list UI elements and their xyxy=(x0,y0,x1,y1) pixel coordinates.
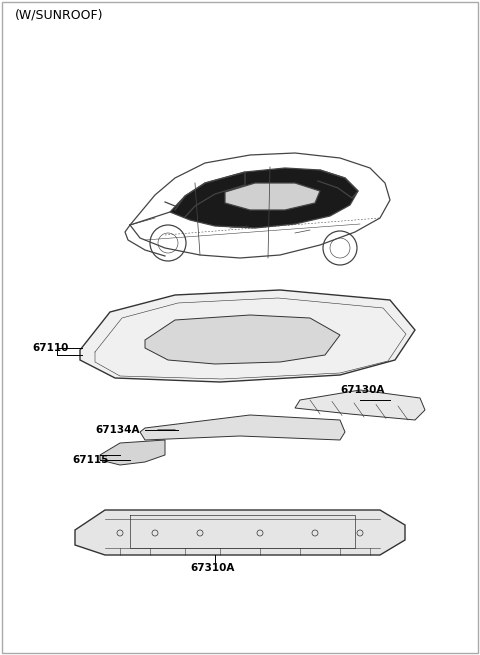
Polygon shape xyxy=(140,415,345,440)
Text: 67130A: 67130A xyxy=(340,385,384,395)
Polygon shape xyxy=(100,440,165,465)
Text: (W/SUNROOF): (W/SUNROOF) xyxy=(15,8,104,21)
Polygon shape xyxy=(80,290,415,382)
Polygon shape xyxy=(170,168,358,228)
Polygon shape xyxy=(295,390,425,420)
Polygon shape xyxy=(145,315,340,364)
Text: 67110: 67110 xyxy=(32,343,68,353)
Text: 67134A: 67134A xyxy=(95,425,140,435)
Text: 67310A: 67310A xyxy=(190,563,234,573)
Text: 67115: 67115 xyxy=(72,455,108,465)
Polygon shape xyxy=(225,183,320,210)
Polygon shape xyxy=(75,510,405,555)
